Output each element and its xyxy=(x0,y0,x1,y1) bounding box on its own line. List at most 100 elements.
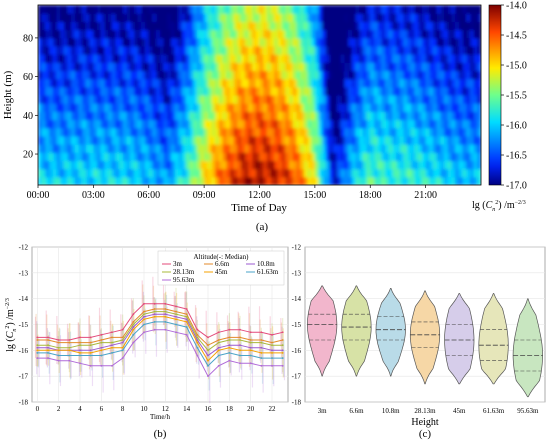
heatmap-cell xyxy=(78,144,83,153)
heatmap-cell xyxy=(381,168,386,178)
heatmap-cell xyxy=(263,45,268,55)
heatmap-cell xyxy=(366,5,371,14)
heatmap-cell xyxy=(455,168,460,178)
heatmap-cell xyxy=(333,54,338,63)
heatmap-cell xyxy=(185,160,190,170)
heatmap-cell xyxy=(148,144,154,153)
heatmap-cell xyxy=(185,29,190,39)
heatmap-cell xyxy=(462,29,467,39)
heatmap-cell xyxy=(226,5,231,14)
heatmap-cell xyxy=(281,86,286,96)
heatmap-cell xyxy=(277,13,283,22)
heatmap-cell xyxy=(178,37,183,47)
heatmap-cell xyxy=(344,5,349,14)
heatmap-cell xyxy=(333,152,338,162)
heatmap-cell xyxy=(233,144,238,153)
heatmap-cell xyxy=(119,168,124,178)
series-point xyxy=(89,354,92,357)
heatmap-cell xyxy=(189,111,194,121)
violin-chart-x-tick-label: 6.6m xyxy=(349,407,364,415)
heatmap-cell xyxy=(222,54,227,63)
heatmap-cell xyxy=(366,13,371,22)
heatmap-cell xyxy=(185,135,190,145)
heatmap-cell xyxy=(270,13,275,22)
heatmap-cell xyxy=(359,160,364,170)
heatmap-cell xyxy=(222,135,227,145)
heatmap-cell xyxy=(436,95,441,104)
heatmap-cell xyxy=(340,45,346,55)
heatmap-cell xyxy=(196,37,202,47)
heatmap-cell xyxy=(318,144,323,153)
heatmap-cell xyxy=(303,95,309,104)
heatmap-cell xyxy=(385,21,390,31)
heatmap-cell xyxy=(156,54,161,63)
heatmap-cell xyxy=(122,54,128,63)
heatmap-cell xyxy=(74,45,80,55)
heatmap-cell xyxy=(477,29,481,39)
heatmap-cell xyxy=(211,160,216,170)
heatmap-cell xyxy=(370,111,375,121)
heatmap-cell xyxy=(292,103,298,112)
heatmap-cell xyxy=(292,144,298,153)
heatmap-cell xyxy=(122,160,128,170)
heatmap-cell xyxy=(462,176,467,185)
series-point xyxy=(217,346,220,349)
heatmap-cell xyxy=(303,70,309,80)
heatmap-cell xyxy=(211,62,216,72)
heatmap-cell xyxy=(429,86,434,96)
heatmap-cell xyxy=(78,160,83,170)
legend-label: 61.63m xyxy=(257,268,279,276)
heatmap-cell xyxy=(266,144,272,153)
heatmap-cell xyxy=(97,119,102,129)
heatmap-cell xyxy=(359,54,364,63)
series-point xyxy=(143,313,145,316)
heatmap-cell xyxy=(137,176,142,185)
heatmap-cell xyxy=(337,86,342,96)
heatmap-cell xyxy=(455,21,460,31)
heatmap-cell xyxy=(170,45,176,55)
heatmap-cell xyxy=(429,168,434,178)
heatmap-cell xyxy=(248,111,253,121)
heatmap-cell xyxy=(418,168,423,178)
heatmap-cell xyxy=(325,176,331,185)
heatmap-cell xyxy=(97,62,102,72)
heatmap-cell xyxy=(41,144,46,153)
series-point xyxy=(68,339,71,341)
heatmap-cell xyxy=(148,103,154,112)
heatmap-cell xyxy=(85,62,91,72)
heatmap-cell xyxy=(466,54,471,63)
series-point xyxy=(164,321,167,323)
heatmap-cell xyxy=(392,95,397,104)
series-point xyxy=(239,349,241,352)
heatmap-cell xyxy=(296,144,301,153)
heatmap-cell xyxy=(163,176,168,185)
heatmap-cell xyxy=(45,160,50,170)
heatmap-cell xyxy=(237,21,242,31)
line-chart-y-tick-label: -16 xyxy=(19,347,29,355)
heatmap-cell xyxy=(370,86,375,96)
heatmap-cell xyxy=(440,160,445,170)
heatmap-cell xyxy=(38,144,43,153)
heatmap-cell xyxy=(473,176,478,185)
heatmap-cell xyxy=(74,13,80,22)
heatmap-cell xyxy=(130,5,135,14)
heatmap-cell xyxy=(447,45,453,55)
heatmap-cell xyxy=(178,135,183,145)
heatmap-cell xyxy=(170,37,176,47)
heatmap-cell xyxy=(67,176,72,185)
heatmap-cell xyxy=(104,176,109,185)
heatmap-cell xyxy=(82,103,87,112)
heatmap-cell xyxy=(355,103,360,112)
heatmap-cell xyxy=(93,21,98,31)
heatmap-cell xyxy=(340,13,346,22)
heatmap-cell xyxy=(152,176,157,185)
heatmap-cell xyxy=(85,70,91,80)
heatmap-cell xyxy=(181,78,187,88)
heatmap-cell xyxy=(193,37,198,47)
heatmap-cell xyxy=(385,127,390,137)
heatmap-cell xyxy=(252,144,257,153)
heatmap-cell xyxy=(277,176,283,185)
heatmap-cell xyxy=(189,127,194,137)
heatmap-cell xyxy=(222,29,227,39)
heatmap-cell xyxy=(108,127,113,137)
